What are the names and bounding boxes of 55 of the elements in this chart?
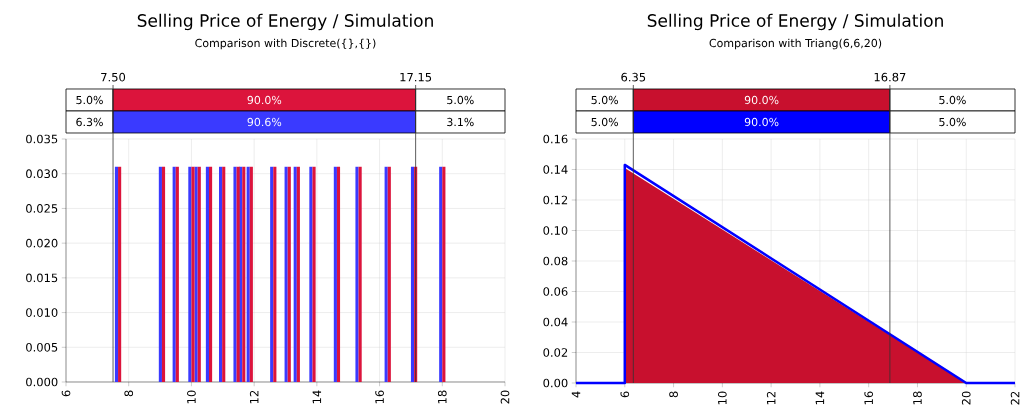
ref-line-label: 16.87 <box>874 72 906 82</box>
ref-line-label: 17.15 <box>400 72 432 82</box>
x-tick-label: 16 <box>864 391 874 405</box>
text: 5.0% <box>591 95 619 105</box>
y-tick-label: 0.12 <box>543 195 568 205</box>
x-tick-label: 6 <box>620 391 630 398</box>
y-tick-label: 0.08 <box>543 256 568 266</box>
text: 90.0% <box>744 117 779 127</box>
text: 3.1% <box>447 117 474 127</box>
x-tick-label: 20 <box>500 390 510 404</box>
y-tick-label: 0.020 <box>26 238 58 248</box>
x-tick-label: 20 <box>961 391 971 405</box>
x-tick-label: 8 <box>124 390 134 397</box>
y-tick-label: 0.06 <box>543 287 568 296</box>
x-tick-label: 8 <box>669 391 678 398</box>
x-tick-label: 4 <box>571 391 581 398</box>
x-tick-label: 6 <box>61 390 71 397</box>
x-tick-label: 18 <box>913 391 922 405</box>
x-tick-label: 10 <box>187 390 196 404</box>
x-tick-label: 10 <box>718 391 727 405</box>
y-tick-label: 0.010 <box>26 308 58 317</box>
x-tick-label: 16 <box>375 390 384 404</box>
text: 5.0% <box>939 95 966 105</box>
y-tick-label: 0.000 <box>26 377 58 387</box>
chart-title: Selling Price of Energy / Simulation <box>647 13 943 31</box>
text: 90.0% <box>247 95 282 105</box>
y-tick-label: 0.02 <box>543 348 568 357</box>
text: 5.0% <box>76 95 103 105</box>
chart-subtitle: Comparison with Triang(6,6,20) <box>709 38 882 50</box>
text: 90.6% <box>247 117 282 127</box>
x-tick-label: 18 <box>437 390 447 404</box>
text: 5.0% <box>591 117 619 127</box>
text: 5.0% <box>447 95 474 105</box>
y-tick-label: 0.14 <box>543 165 568 174</box>
x-tick-label: 12 <box>766 391 776 405</box>
x-tick-label: 12 <box>249 390 259 404</box>
ref-line-label: 6.35 <box>621 72 646 82</box>
chart-subtitle: Comparison with Discrete({},{}) <box>195 38 376 50</box>
text: 5.0% <box>939 117 966 127</box>
ref-line-label: 7.50 <box>101 72 126 82</box>
chart-title: Selling Price of Energy / Simulation <box>137 13 433 31</box>
y-tick-label: 0.015 <box>26 273 58 283</box>
y-tick-label: 0.04 <box>543 317 568 327</box>
y-tick-label: 0.025 <box>26 204 58 213</box>
x-tick-label: 22 <box>1010 391 1020 405</box>
x-tick-label: 14 <box>815 391 825 405</box>
y-tick-label: 0.16 <box>543 134 568 144</box>
y-tick-label: 0.10 <box>543 226 568 235</box>
y-tick-label: 0.035 <box>26 134 58 144</box>
text: 6.3% <box>76 117 103 127</box>
y-tick-label: 0.030 <box>26 169 58 179</box>
text: 90.0% <box>744 95 779 105</box>
y-tick-label: 0.00 <box>543 378 568 388</box>
x-tick-label: 14 <box>312 390 322 404</box>
y-tick-label: 0.005 <box>26 342 58 352</box>
